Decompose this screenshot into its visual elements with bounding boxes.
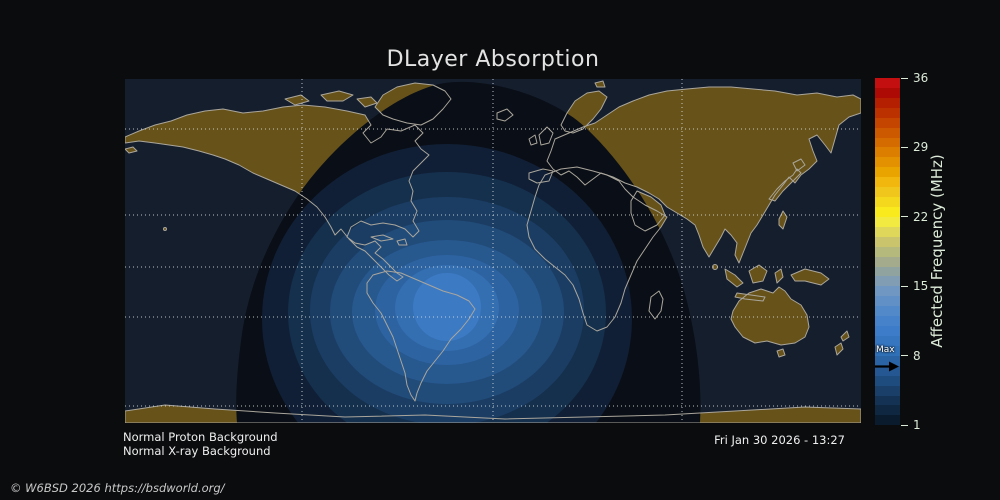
colorbar-step xyxy=(875,355,900,366)
tick-dash xyxy=(901,216,908,218)
copyright-watermark: © W6BSD 2026 https://bsdworld.org/ xyxy=(10,481,225,495)
colorbar-step xyxy=(875,385,900,396)
colorbar-step xyxy=(875,266,900,277)
world-map-svg xyxy=(124,79,862,494)
colorbar-tick-1: 1 xyxy=(901,418,921,432)
colorbar-step xyxy=(875,127,900,138)
colorbar-step xyxy=(875,236,900,247)
colorbar-step xyxy=(875,375,900,386)
tick-value: 1 xyxy=(913,418,921,432)
colorbar-step xyxy=(875,167,900,178)
colorbar-step xyxy=(875,147,900,158)
colorbar-step xyxy=(875,117,900,128)
colorbar-step xyxy=(875,345,900,356)
colorbar-step xyxy=(875,306,900,317)
colorbar-step xyxy=(875,365,900,376)
colorbar-step xyxy=(875,87,900,98)
page-title: DLayer Absorption xyxy=(386,47,600,72)
tick-value: 15 xyxy=(913,279,929,294)
world-map-canvas xyxy=(124,79,862,494)
colorbar-step xyxy=(875,316,900,327)
colorbar-step xyxy=(875,256,900,267)
colorbar-axis-label: Affected Frequency (MHz) xyxy=(928,154,946,348)
tick-dash xyxy=(901,146,908,148)
colorbar-step xyxy=(875,78,900,88)
colorbar-tick-36: 36 xyxy=(901,71,929,85)
colorbar-max-marker-label: Max xyxy=(876,345,895,355)
colorbar-step xyxy=(875,216,900,227)
colorbar-tick-8: 8 xyxy=(901,348,921,363)
tick-dash xyxy=(901,285,908,287)
colorbar-step xyxy=(875,296,900,307)
colorbar-step xyxy=(875,335,900,346)
colorbar-max-arrow-icon xyxy=(874,357,900,376)
absorption-band-max xyxy=(413,273,481,341)
colorbar-step xyxy=(875,206,900,217)
tick-value: 22 xyxy=(913,209,929,224)
colorbar-step xyxy=(875,107,900,118)
colorbar-step xyxy=(875,97,900,108)
graticule-grid xyxy=(125,79,861,423)
colorbar-step xyxy=(875,137,900,148)
colorbar-step xyxy=(875,326,900,336)
colorbar-step xyxy=(875,415,900,426)
tick-value: 29 xyxy=(913,140,929,155)
tick-dash xyxy=(901,77,908,79)
tick-value: 8 xyxy=(913,348,921,363)
colorbar-step xyxy=(875,395,900,406)
colorbar-step xyxy=(875,187,900,198)
colorbar-step xyxy=(875,286,900,297)
colorbar-step xyxy=(875,405,900,416)
tick-dash xyxy=(901,424,908,426)
tick-dash xyxy=(901,355,908,357)
colorbar-step xyxy=(875,226,900,237)
timestamp: Fri Jan 30 2026 - 13:27 xyxy=(714,433,845,447)
colorbar-step xyxy=(875,246,900,257)
xray-background-status: Normal X-ray Background xyxy=(123,444,271,458)
colorbar-step xyxy=(875,157,900,168)
proton-background-status: Normal Proton Background xyxy=(123,430,278,444)
colorbar-step xyxy=(875,177,900,188)
absorption-contour-bands xyxy=(236,81,701,494)
tick-value: 36 xyxy=(913,71,929,85)
colorbar-tick-22: 22 xyxy=(901,209,929,224)
colorbar-tick-15: 15 xyxy=(901,279,929,294)
colorbar-step xyxy=(875,197,900,207)
colorbar-step xyxy=(875,276,900,287)
colorbar xyxy=(875,78,900,426)
colorbar-tick-29: 29 xyxy=(901,140,929,155)
